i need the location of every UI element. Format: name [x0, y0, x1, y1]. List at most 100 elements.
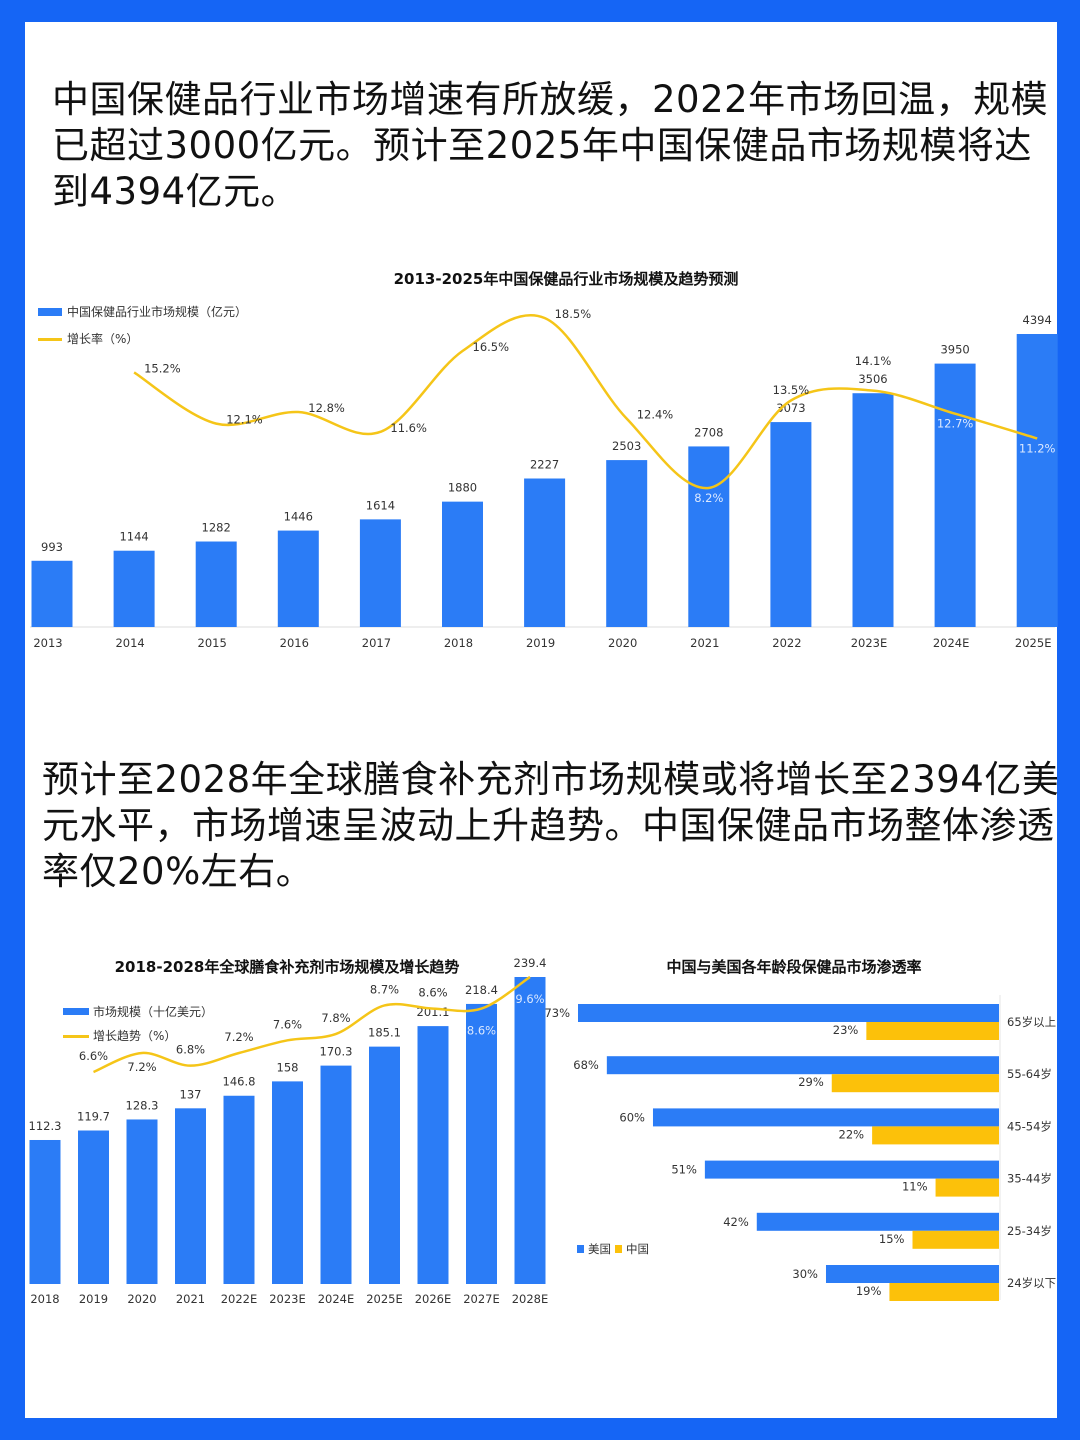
chart3-bar-us: [578, 1004, 999, 1022]
chart2-growth-label: 6.8%: [176, 1043, 205, 1057]
chart2-bar: [466, 1003, 497, 1284]
chart3-bar-china: [866, 1022, 999, 1040]
chart1-growth-line: [133, 313, 1038, 490]
chart2-legend-bar-swatch: [63, 1008, 89, 1015]
chart1-bar: [852, 393, 894, 627]
chart1-growth-label: 11.2%: [1019, 441, 1056, 455]
chart2-bar-label: 128.3: [126, 1098, 159, 1112]
chart1-bar-label: 3506: [858, 372, 887, 386]
chart3-bar-us: [756, 1212, 999, 1231]
chart3-bar-us: [606, 1056, 999, 1075]
chart3-bar-china: [889, 1283, 999, 1301]
chart2-growth-label: 9.6%: [515, 992, 544, 1006]
chart1-x-tick: 2014: [115, 636, 144, 650]
chart1-bar-label: 1880: [448, 481, 477, 495]
chart2-bar-label: 239.4: [514, 956, 547, 970]
chart3-label-china: 22%: [839, 1127, 865, 1141]
summary-paragraph-2: 预计至2028年全球膳食补充剂市场规模或将增长至2394亿美元水平，市场增速呈波…: [42, 758, 1060, 893]
chart1-growth-label: 12.8%: [308, 401, 345, 415]
chart2-bar-label: 119.7: [77, 1110, 110, 1124]
chart1-x-tick: 2018: [444, 636, 473, 650]
chart2-growth-label: 7.2%: [224, 1030, 253, 1044]
chart3-label-china: 19%: [856, 1284, 882, 1298]
chart3-label-us: 51%: [671, 1163, 697, 1177]
summary-paragraph-1: 中国保健品行业市场增速有所放缓，2022年市场回温，规模已超过3000亿元。预计…: [52, 78, 1049, 213]
chart3-y-tick: 25-34岁: [1007, 1224, 1052, 1238]
chart2-x-tick: 2028E: [512, 1292, 549, 1306]
chart1-title: 2013-2025年中国保健品行业市场规模及趋势预测: [394, 270, 739, 288]
chart3-legend-china-swatch: [615, 1245, 622, 1253]
chart1-x-tick: 2017: [362, 636, 391, 650]
chart1-legend-line-swatch: [38, 338, 62, 341]
chart3-bar-china: [935, 1178, 999, 1197]
chart1-x-tick: 2016: [280, 636, 309, 650]
chart3-y-tick: 65岁以上: [1007, 1015, 1056, 1029]
chart1-x-tick: 2015: [198, 636, 227, 650]
chart1-x-tick: 2022: [772, 636, 801, 650]
chart2-growth-label: 8.7%: [370, 982, 399, 996]
chart3-legend-us-swatch: [577, 1245, 584, 1253]
chart2-bar-label: 218.4: [465, 983, 498, 997]
chart1-bar: [442, 501, 483, 627]
chart2-x-tick: 2027E: [463, 1292, 500, 1306]
chart3-label-us: 30%: [792, 1267, 818, 1281]
chart2-bar-label: 112.3: [29, 1119, 62, 1133]
chart1-bar: [195, 541, 237, 627]
chart1-bar-label: 1614: [366, 498, 395, 512]
chart3-y-tick: 24岁以下: [1007, 1276, 1056, 1290]
chart1-legend-line: 增长率（%）: [67, 331, 138, 346]
chart1-bar-label: 1282: [202, 521, 231, 535]
chart3-bar-us: [825, 1265, 999, 1283]
chart2-growth-label: 8.6%: [418, 986, 447, 1000]
chart2-legend-line-swatch: [63, 1035, 89, 1038]
chart3-label-us: 42%: [723, 1215, 749, 1229]
chart1-x-tick: 2024E: [933, 636, 970, 650]
chart3-bar-china: [831, 1074, 999, 1093]
chart1-x-tick: 2013: [33, 636, 62, 650]
chart2-bar: [78, 1130, 109, 1284]
chart2-bar: [417, 1026, 449, 1284]
chart3-label-us: 68%: [573, 1058, 599, 1072]
chart3-label-china: 15%: [879, 1232, 905, 1246]
chart2-legend-line: 增长趋势（%）: [93, 1029, 176, 1043]
chart3-bar-china: [912, 1230, 999, 1249]
chart3-label-china: 29%: [798, 1075, 824, 1089]
chart2-bar: [514, 977, 546, 1284]
chart1-growth-label: 11.6%: [390, 421, 427, 435]
chart1-bar: [277, 530, 319, 627]
chart1-bar: [113, 550, 155, 627]
chart1-bar: [688, 446, 730, 627]
chart2-growth-label: 8.6%: [467, 1024, 496, 1038]
chart3-label-us: 73%: [544, 1006, 570, 1020]
chart1-bar: [31, 560, 73, 627]
chart3-label-us: 60%: [619, 1110, 645, 1124]
chart2-bar: [369, 1046, 400, 1284]
chart1-growth-label: 8.2%: [694, 491, 723, 505]
chart1-x-tick: 2021: [690, 636, 719, 650]
chart2-bar: [320, 1065, 352, 1284]
chart2-bar: [272, 1081, 303, 1284]
chart2-x-tick: 2025E: [366, 1292, 403, 1306]
chart2-bar-label: 185.1: [368, 1026, 401, 1040]
chart2-bar: [223, 1095, 255, 1284]
chart1-bar-label: 993: [41, 540, 63, 554]
chart1-bar-label: 1144: [119, 530, 148, 544]
chart2-x-tick: 2018: [30, 1292, 59, 1306]
chart1-growth-label: 12.1%: [226, 413, 263, 427]
chart2-bar: [29, 1139, 61, 1284]
chart3-y-tick: 35-44岁: [1007, 1172, 1052, 1186]
chart2-bar-label: 158: [277, 1060, 299, 1074]
chart1-growth-label: 18.5%: [555, 307, 592, 321]
chart2-growth-label: 7.8%: [321, 1011, 350, 1025]
chart1-legend-bar-swatch: [38, 308, 62, 316]
chart1-bar: [359, 519, 401, 627]
chart1-x-tick: 2019: [526, 636, 555, 650]
chart1-x-tick: 2023E: [851, 636, 888, 650]
chart1-x-tick: 2020: [608, 636, 637, 650]
chart2-legend-bar: 市场规模（十亿美元）: [93, 1004, 213, 1019]
chart1-bar-label: 2708: [694, 425, 723, 439]
chart1-bar: [1016, 334, 1058, 627]
chart2-growth-line: [93, 975, 531, 1074]
chart1-bar: [606, 460, 648, 627]
